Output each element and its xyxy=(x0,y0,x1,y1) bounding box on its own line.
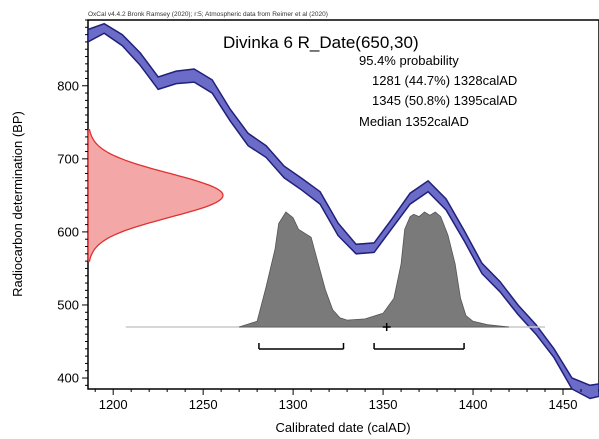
probability-heading: 95.4% probability xyxy=(359,53,459,68)
x-axis: 1200 1250 1300 1350 1400 1450 Calibrated date… xyxy=(94,389,599,435)
x-tick-label: 1250 xyxy=(189,397,218,412)
x-tick-label: 1450 xyxy=(549,397,578,412)
x-tick-label: 1400 xyxy=(459,397,488,412)
range-bar-2 xyxy=(373,343,465,350)
calibration-curve-band xyxy=(87,22,599,400)
y-tick-label: 800 xyxy=(57,78,79,93)
radiocarbon-measurement-curve xyxy=(87,128,224,262)
x-tick-label: 1350 xyxy=(369,397,398,412)
chart-title-block: Divinka 6 R_Date(650,30) 95.4% probabili… xyxy=(223,33,517,129)
software-credit: OxCal v4.4.2 Bronk Ramsey (2020); r:5; A… xyxy=(88,11,328,18)
median-marker xyxy=(382,323,391,331)
range-bar-1 xyxy=(258,343,345,350)
y-tick-label: 700 xyxy=(57,151,79,166)
median-label: Median 1352calAD xyxy=(359,114,469,129)
calibrated-probability-distribution xyxy=(238,211,510,328)
y-tick-label: 400 xyxy=(57,371,79,386)
y-tick-label: 600 xyxy=(57,224,79,239)
y-axis: 400 500 600 700 800 Radiocarbon determinatio… xyxy=(10,19,88,386)
plot-area xyxy=(87,22,599,400)
range-bars xyxy=(258,343,465,350)
chart-title: Divinka 6 R_Date(650,30) xyxy=(223,33,419,52)
x-axis-label: Calibrated date (calAD) xyxy=(275,420,410,435)
y-tick-group: 400 500 600 700 800 xyxy=(57,19,88,386)
range-1-label: 1281 (44.7%) 1328calAD xyxy=(372,73,517,88)
range-2-label: 1345 (50.8%) 1395calAD xyxy=(372,93,517,108)
x-tick-group: 1200 1250 1300 1350 1400 1450 xyxy=(94,389,599,412)
y-axis-label: Radiocarbon determination (BP) xyxy=(10,111,25,297)
x-tick-label: 1300 xyxy=(279,397,308,412)
y-tick-label: 500 xyxy=(57,297,79,312)
x-tick-label: 1200 xyxy=(99,397,128,412)
